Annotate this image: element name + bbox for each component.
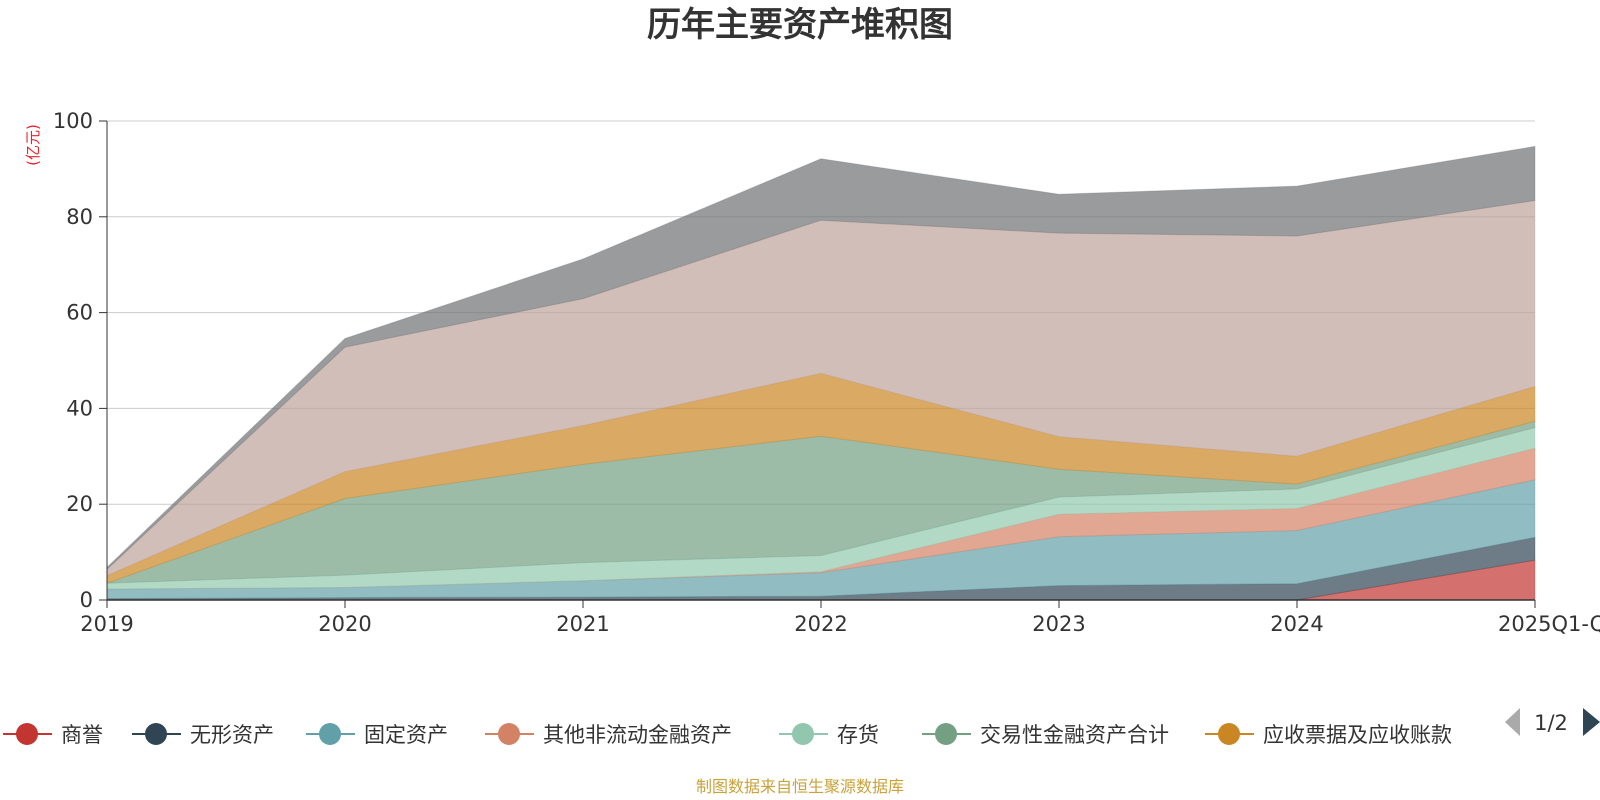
x-tick-label: 2023 [1032,612,1085,636]
area-series-7 [106,372,1536,584]
x-tick-label: 2025Q1-Q3 [1498,612,1600,636]
x-tick-label: 2020 [318,612,371,636]
y-tick-label: 100 [53,109,93,133]
legend-label: 固定资产 [364,723,448,747]
legend-page-indicator: 1/2 [1534,711,1568,735]
legend-item-3[interactable]: 固定资产 [306,723,448,747]
axes: 0 20 40 60 80 100 2019 2020 2021 2022 2023 2024 2025… [53,109,1600,636]
legend-label: 商誉 [61,723,103,747]
legend-item-4[interactable]: 其他非流动金融资产 [485,723,732,747]
legend-marker [498,723,520,745]
legend-label: 无形资产 [190,723,274,747]
x-tick-label: 2019 [80,612,133,636]
y-tick-label: 60 [66,301,93,325]
legend-prev-arrow[interactable] [1505,708,1520,736]
x-tick-label: 2022 [794,612,847,636]
legend-label: 存货 [837,723,879,747]
y-tick-label: 0 [80,588,93,612]
area-series-6 [106,420,1536,584]
legend-marker [792,723,814,745]
area-series-4 [106,447,1536,590]
legend-item-2[interactable]: 无形资产 [132,723,274,747]
legend-marker [935,723,957,745]
area-series-5 [106,426,1536,590]
x-tick-label: 2024 [1270,612,1323,636]
y-tick-label: 40 [66,396,93,420]
legend-marker [319,723,341,745]
y-unit-label: (亿元) [24,124,42,166]
legend-item-6[interactable]: 交易性金融资产合计 [922,723,1169,747]
legend-label: 其他非流动金融资产 [543,723,732,747]
legend-item-1[interactable]: 商誉 [3,723,103,747]
chart-title: 历年主要资产堆积图 [647,5,953,45]
area-series [106,145,1536,601]
data-source-note: 制图数据来自恒生聚源数据库 [696,777,904,796]
legend: 商誉 无形资产 固定资产 其他非流动金融资产 存货 交易性金融资产合计 应收票据及应收账款 [3,723,1452,747]
legend-label: 应收票据及应收账款 [1263,723,1452,747]
legend-next-arrow[interactable] [1583,708,1600,736]
legend-label: 交易性金融资产合计 [980,723,1169,747]
legend-item-5[interactable]: 存货 [779,723,879,747]
legend-marker [1218,723,1240,745]
legend-item-7[interactable]: 应收票据及应收账款 [1205,723,1452,747]
x-tick-label: 2021 [556,612,609,636]
y-tick-label: 80 [66,205,93,229]
legend-marker [145,723,167,745]
legend-pager: 1/2 [1505,708,1600,736]
y-tick-label: 20 [66,492,93,516]
legend-marker [16,723,38,745]
area-series-9 [106,145,1536,571]
